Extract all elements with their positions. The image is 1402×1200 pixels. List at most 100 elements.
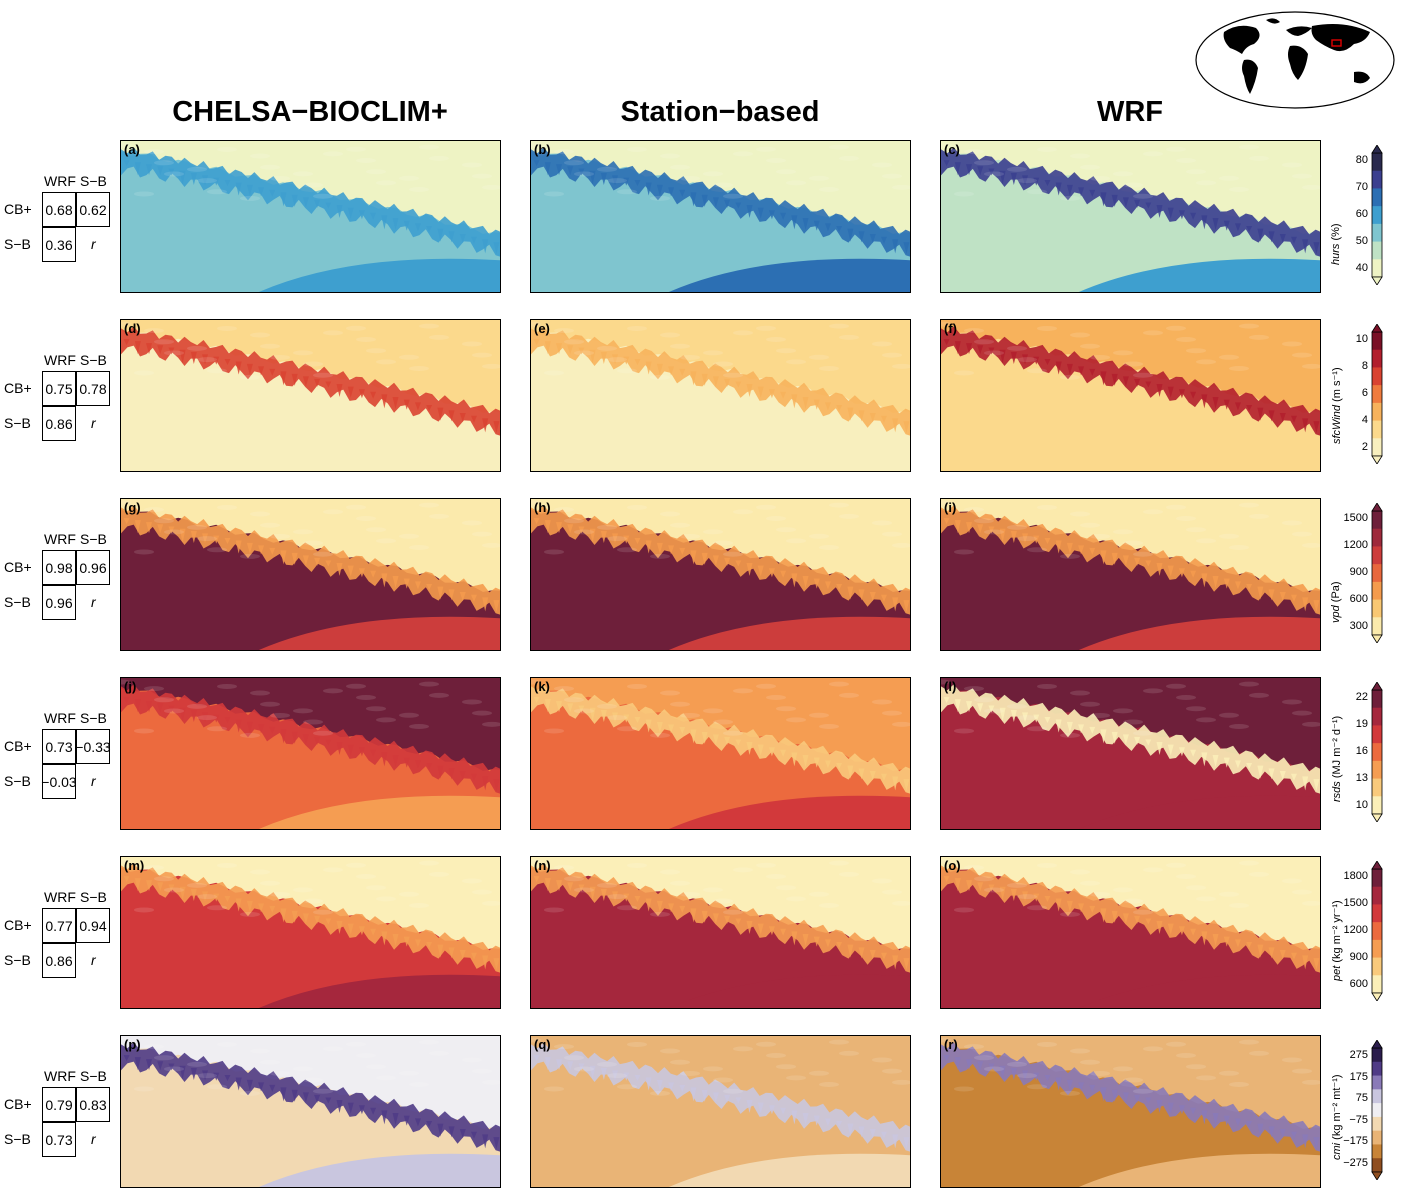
- colorbar-segment: [1372, 546, 1382, 565]
- colorbar-variable: hurs: [1330, 243, 1342, 265]
- colorbar-segment: [1372, 1048, 1382, 1063]
- colorbar-variable: vpd: [1330, 605, 1342, 623]
- table-row-cb: CB+: [4, 559, 32, 575]
- colorbar-unit: (Pa): [1330, 581, 1342, 606]
- colorbar-tick: 1200: [1343, 539, 1368, 551]
- panel-label: (g): [124, 500, 141, 515]
- colorbar-segment: [1372, 957, 1382, 976]
- colorbar-title: pet (kg m⁻² yr⁻¹): [1330, 900, 1343, 981]
- table-cell-cb-sb: 0.83: [76, 1087, 110, 1122]
- colorbar-segment: [1372, 1116, 1382, 1132]
- map-field: [531, 499, 910, 650]
- table-cell-cb-wrf: 0.77: [42, 908, 76, 943]
- map-field: [531, 320, 910, 471]
- colorbar-tick: 80: [1355, 154, 1368, 166]
- colorbar-ramp: [1371, 144, 1383, 286]
- colorbar-tick: 1200: [1343, 924, 1368, 936]
- panel-label: (l): [944, 679, 957, 694]
- colorbar-title: hurs (%): [1330, 223, 1342, 265]
- table-cell-sb-wrf: 0.73: [42, 1122, 76, 1157]
- table-row-cb: CB+: [4, 380, 32, 396]
- colorbar-tick: 16: [1355, 745, 1368, 757]
- table-row-sb: S−B: [4, 1131, 31, 1147]
- map-panel-b: (b): [530, 140, 911, 293]
- table-row-sb: S−B: [4, 952, 31, 968]
- table-cell-cb-sb: 0.94: [76, 908, 110, 943]
- map-field: [121, 499, 500, 650]
- colorbar-tick: 10: [1355, 333, 1368, 345]
- table-cell-cb-sb: −0.33: [75, 729, 111, 764]
- colorbar-tick: 4: [1361, 414, 1368, 426]
- panel-label: (c): [944, 142, 960, 157]
- colorbar-segment: [1372, 528, 1382, 547]
- colorbar-segment: [1372, 332, 1382, 351]
- colorbar-segment: [1372, 1158, 1382, 1173]
- colorbar-cmi: 275 175 75 −75 −175 −275 cmi (kg m⁻² mt⁻¹): [1331, 1039, 1402, 1181]
- colorbar-tick: 1500: [1343, 897, 1368, 909]
- globe-map: [1195, 11, 1395, 109]
- colorbar-segment: [1372, 259, 1382, 278]
- correlation-table: WRF S−B CB+ S−B 0.68 0.62 0.36 r: [0, 173, 115, 273]
- colorbar-tick: −175: [1343, 1135, 1368, 1148]
- correlation-table: WRF S−B CB+ S−B 0.79 0.83 0.73 r: [0, 1068, 115, 1168]
- colorbar-segment: [1372, 869, 1382, 888]
- colorbar-tick: −275: [1343, 1157, 1368, 1169]
- table-header-wrf: WRF: [44, 352, 76, 368]
- colorbar-tick: 60: [1355, 208, 1368, 220]
- colorbar-segment: [1372, 153, 1382, 172]
- colorbar-tick: 50: [1355, 235, 1368, 247]
- table-cell-sb-wrf: 0.86: [42, 943, 76, 978]
- colorbar-tick: 8: [1361, 360, 1368, 372]
- table-row-cb: CB+: [4, 738, 32, 754]
- colorbar-ramp: [1371, 323, 1383, 465]
- table-cell-cb-wrf: 0.75: [42, 371, 76, 406]
- colorbar-segment: [1372, 1144, 1382, 1159]
- map-field: [531, 678, 910, 829]
- table-header-sb: S−B: [80, 531, 107, 547]
- map-panel-d: (d): [120, 319, 501, 472]
- colorbar-ramp: [1371, 502, 1383, 644]
- table-corner-r: r: [91, 1131, 96, 1147]
- colorbar-segment: [1372, 1089, 1382, 1104]
- colorbar-title: sfcWind (m s⁻¹): [1330, 367, 1343, 444]
- panel-label: (b): [534, 142, 551, 157]
- table-cell-sb-wrf: 0.96: [42, 585, 76, 620]
- table-row-cb: CB+: [4, 917, 32, 933]
- colorbar-hurs: 80 70 60 50 40 hurs (%): [1330, 144, 1402, 286]
- colorbar-rsds: 22 19 16 13 10 rsds (MJ m⁻² d⁻¹): [1330, 681, 1402, 823]
- colorbar-unit: (MJ m⁻² d⁻¹): [1331, 715, 1343, 782]
- colorbar-segment: [1372, 223, 1382, 243]
- table-corner-r: r: [91, 594, 96, 610]
- colorbar-tick: 275: [1349, 1049, 1368, 1061]
- correlation-table: WRF S−B CB+ S−B 0.75 0.78 0.86 r: [0, 352, 115, 452]
- colorbar-tick: 2: [1361, 441, 1368, 453]
- map-field: [531, 857, 910, 1008]
- colorbar-variable: pet: [1331, 965, 1343, 981]
- column-title-3: WRF: [1096, 96, 1164, 128]
- colorbar-ramp: [1371, 1039, 1383, 1181]
- table-corner-r: r: [91, 952, 96, 968]
- colorbar-segment: [1372, 1061, 1382, 1077]
- map-panel-r: (r): [940, 1035, 1321, 1188]
- table-header-sb: S−B: [80, 352, 107, 368]
- colorbar-segment: [1372, 599, 1382, 618]
- colorbar-vpd: 1500 1200 900 600 300 vpd (Pa): [1330, 502, 1402, 644]
- map-panel-a: (a): [120, 140, 501, 293]
- colorbar-segment: [1372, 170, 1382, 189]
- colorbar-segment: [1372, 690, 1382, 709]
- colorbar-segment: [1372, 367, 1382, 386]
- colorbar-segment: [1372, 725, 1382, 744]
- map-panel-f: (f): [940, 319, 1321, 472]
- table-corner-r: r: [91, 415, 96, 431]
- colorbar-segment: [1372, 402, 1382, 422]
- map-panel-c: (c): [940, 140, 1321, 293]
- map-field: [531, 141, 910, 292]
- panel-label: (k): [534, 679, 550, 694]
- colorbar-title: rsds (MJ m⁻² d⁻¹): [1330, 716, 1343, 802]
- colorbar-tick: 10: [1355, 799, 1368, 811]
- colorbar-title: vpd (Pa): [1330, 581, 1342, 623]
- map-field: [941, 1036, 1320, 1187]
- globe-inset: [1194, 10, 1396, 115]
- panel-label: (m): [124, 858, 145, 873]
- colorbar-segment: [1372, 385, 1382, 404]
